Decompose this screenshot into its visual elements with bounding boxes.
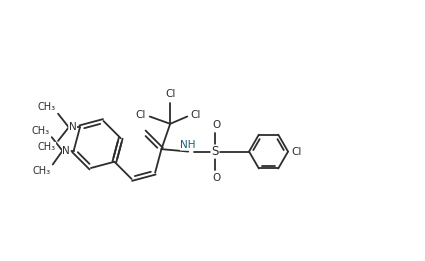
Text: S: S bbox=[211, 145, 219, 158]
Text: CH₃: CH₃ bbox=[37, 102, 56, 112]
Text: Cl: Cl bbox=[191, 110, 201, 120]
Text: CH₃: CH₃ bbox=[31, 126, 49, 136]
Text: Cl: Cl bbox=[136, 110, 146, 120]
Text: CH₃: CH₃ bbox=[32, 166, 50, 176]
Text: O: O bbox=[212, 174, 221, 183]
Text: N: N bbox=[69, 122, 76, 132]
Text: NH: NH bbox=[181, 140, 196, 150]
Text: O: O bbox=[212, 120, 221, 130]
Text: CH₃: CH₃ bbox=[37, 143, 56, 152]
Text: Cl: Cl bbox=[292, 147, 302, 157]
Text: Cl: Cl bbox=[165, 90, 176, 99]
Text: N: N bbox=[62, 146, 70, 156]
